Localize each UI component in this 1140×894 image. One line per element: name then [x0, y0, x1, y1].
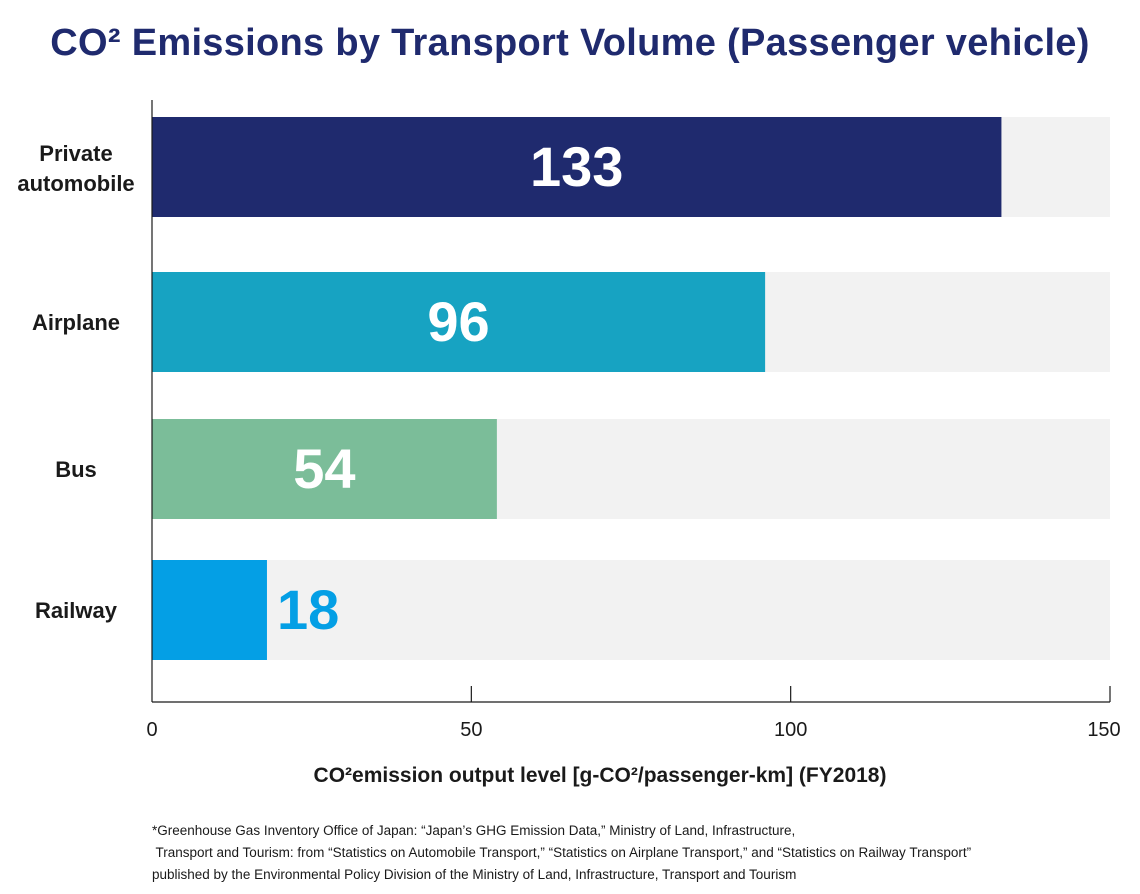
category-label: Railway: [35, 598, 118, 623]
footnote-line-3: published by the Environmental Policy Di…: [152, 867, 797, 882]
bar: [152, 419, 497, 519]
footnote-line-1: *Greenhouse Gas Inventory Office of Japa…: [152, 823, 796, 838]
x-tick-label: 150: [1087, 719, 1120, 741]
footnote-line-2: Transport and Tourism: from “Statistics …: [152, 845, 972, 860]
labels: 133 Private automobile 96 Airplane 54 Bus 18 Rai…: [17, 135, 623, 641]
bars: [152, 117, 1002, 660]
x-tick-label: 50: [460, 719, 482, 741]
category-label: Airplane: [32, 310, 120, 335]
chart-title: CO² Emissions by Transport Volume (Passe…: [50, 22, 1090, 64]
category-label: Private: [39, 141, 112, 166]
data-label: 96: [427, 290, 489, 353]
x-axis-label: CO²emission output level [g-CO²/passenge…: [313, 764, 887, 787]
data-label: 54: [293, 437, 355, 500]
x-tick-label: 100: [774, 719, 807, 741]
data-label: 18: [277, 578, 339, 641]
axes: 0 50 100 150: [146, 100, 1121, 741]
data-label: 133: [530, 135, 623, 198]
category-label: Bus: [55, 457, 97, 482]
x-tick-label: 0: [146, 719, 157, 741]
bar: [152, 560, 267, 660]
footnote: *Greenhouse Gas Inventory Office of Japa…: [152, 820, 1112, 886]
bar: [152, 117, 1002, 217]
bar: [152, 272, 766, 372]
category-label: automobile: [17, 171, 134, 196]
bar-track: [152, 560, 1110, 660]
